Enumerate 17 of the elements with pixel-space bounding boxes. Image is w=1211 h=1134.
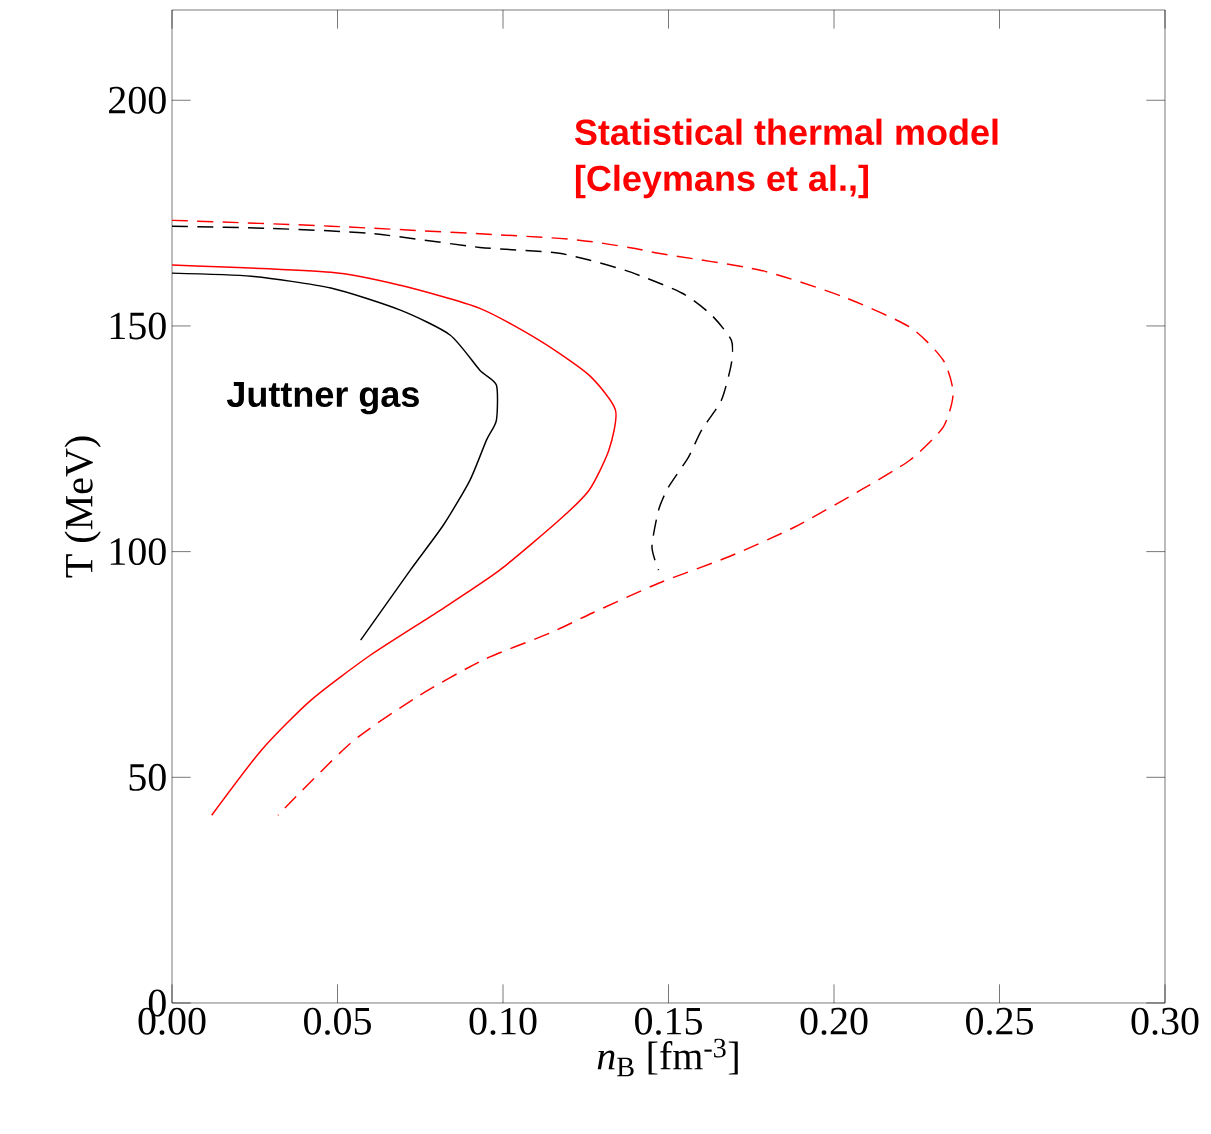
x-tick-label: 0.15 — [635, 1007, 702, 1035]
y-tick-label: 150 — [110, 312, 166, 340]
y-axis-title: T (MeV) — [64, 436, 101, 578]
y-tick-label: 50 — [129, 763, 166, 791]
x-axis-title: n$_{B}$ [fm$^{-3}$] — [597, 1038, 738, 1077]
x-tick-label: 0.05 — [304, 1007, 371, 1035]
annotation: Statistical thermal model — [574, 118, 998, 146]
annotation: [Cleymans et al.,] — [575, 164, 868, 199]
x-tick-label: 0.20 — [800, 1007, 868, 1035]
line-series — [172, 219, 954, 816]
line-series — [172, 264, 617, 816]
x-tick-label: 0.10 — [469, 1007, 537, 1035]
x-tick-label: 0.30 — [1131, 1007, 1199, 1035]
y-tick-label: 200 — [109, 86, 166, 114]
annotation: Juttner gas — [226, 381, 419, 415]
y-tick-label: 100 — [110, 538, 166, 566]
x-tick-label: 0.25 — [966, 1007, 1033, 1035]
